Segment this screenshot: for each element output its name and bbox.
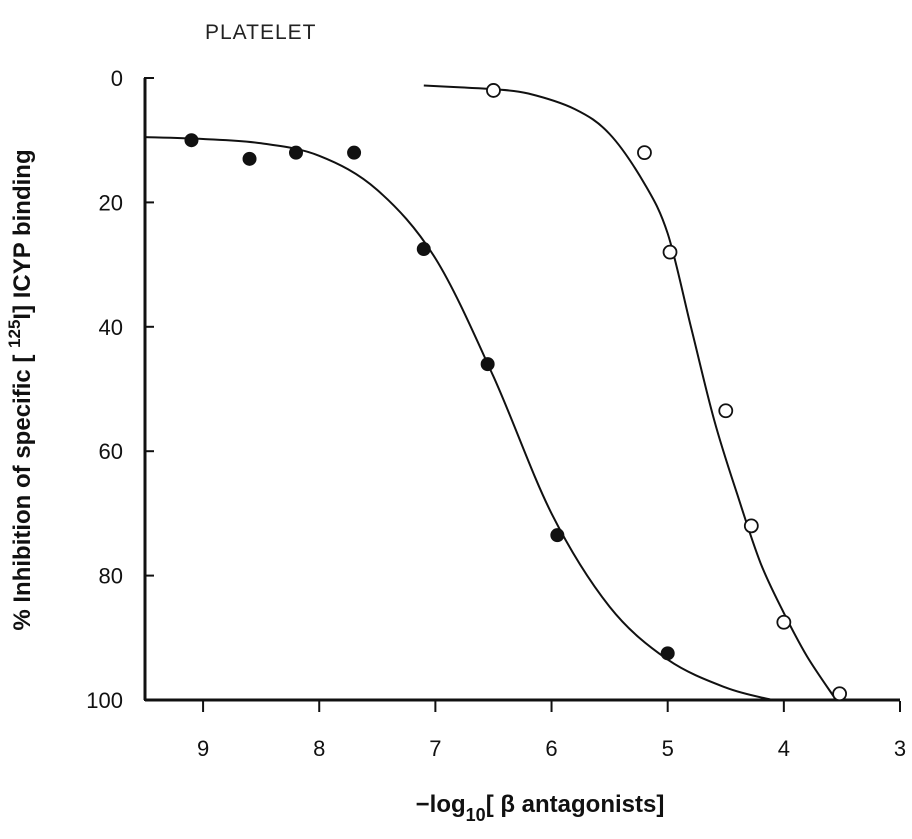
y-tick-label: 40 <box>99 315 123 340</box>
open-data-point <box>486 83 501 98</box>
chart-title: PLATELET <box>205 21 316 44</box>
open-data-point <box>743 518 759 534</box>
x-tick-label: 3 <box>894 736 906 761</box>
open-data-point <box>718 403 734 419</box>
fit-curve-1 <box>144 136 773 701</box>
y-tick-label: 20 <box>99 190 123 215</box>
open-data-point <box>776 614 792 630</box>
open-data-point <box>637 145 652 161</box>
x-tick-label: 9 <box>197 736 209 761</box>
y-ticks: 0 20 40 60 80 100 <box>86 66 154 713</box>
x-axis-label: −log10[ β antagonists] <box>416 791 665 825</box>
fit-curves <box>144 84 837 701</box>
x-tick-label: 5 <box>662 736 674 761</box>
y-tick-label: 60 <box>99 439 123 464</box>
y-tick-label: 80 <box>99 564 123 589</box>
open-data-point <box>832 686 847 702</box>
filled-data-point <box>242 151 257 166</box>
x-tick-label: 6 <box>545 736 557 761</box>
y-tick-label: 0 <box>111 66 123 91</box>
open-data-point <box>662 244 678 260</box>
plot-area: 0 20 40 60 80 100 9 8 7 6 5 4 3 <box>86 66 906 761</box>
filled-data-point <box>289 145 303 160</box>
filled-data-point <box>347 145 362 160</box>
filled-data-point <box>416 242 431 257</box>
filled-data-point <box>550 528 565 543</box>
y-axis-label: % Inhibition of specific [ 125I] ICYP bi… <box>5 149 36 630</box>
fit-curve-2 <box>423 84 837 701</box>
x-tick-label: 7 <box>429 736 441 761</box>
y-tick-label: 100 <box>86 688 123 713</box>
filled-data-point <box>660 646 675 661</box>
x-ticks: 9 8 7 6 5 4 3 <box>197 701 906 761</box>
data-points <box>184 83 847 702</box>
filled-data-point <box>184 133 199 148</box>
x-tick-label: 4 <box>778 736 790 761</box>
x-tick-label: 8 <box>313 736 325 761</box>
filled-data-point <box>480 357 495 372</box>
